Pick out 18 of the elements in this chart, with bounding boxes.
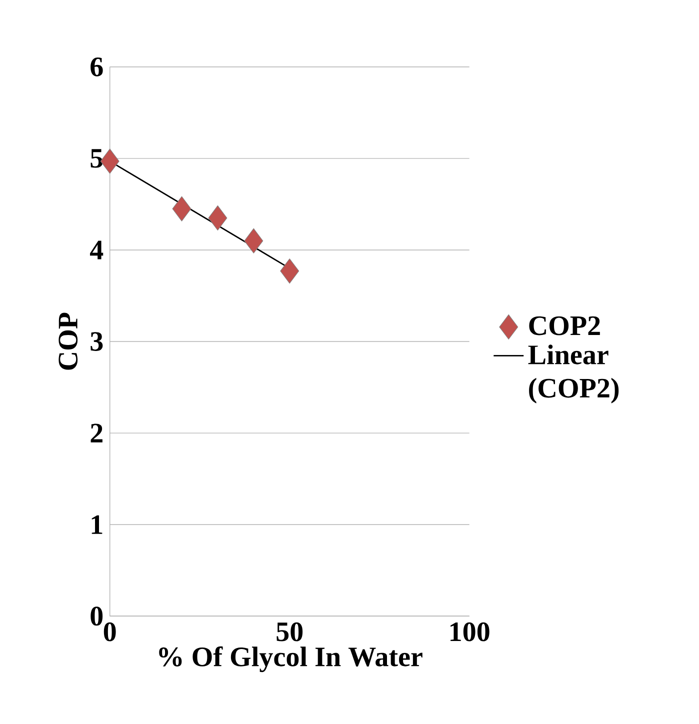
y-tick-label: 2 xyxy=(90,424,102,442)
point xyxy=(208,205,228,230)
y-tick-label: 5 xyxy=(90,149,103,168)
y-tick-label: 3 xyxy=(90,332,103,351)
x-tick-label: 0 xyxy=(104,622,116,642)
point xyxy=(280,258,300,284)
x-tick-label: 100 xyxy=(450,622,490,642)
y-tick-label: 6 xyxy=(90,57,103,76)
legend-label: Linear (COP2) xyxy=(528,344,619,404)
point xyxy=(172,196,192,222)
y-tick-label: 0 xyxy=(90,606,103,626)
point xyxy=(244,228,264,254)
y-tick-label: 4 xyxy=(90,240,104,260)
y-axis-title: COP xyxy=(58,312,78,370)
legend-label: COP2 xyxy=(529,316,600,336)
x-tick-label: 50 xyxy=(276,622,303,642)
y-tick-label: 1 xyxy=(92,515,102,534)
x-axis-title: % Of Glycol In Water xyxy=(159,646,422,672)
